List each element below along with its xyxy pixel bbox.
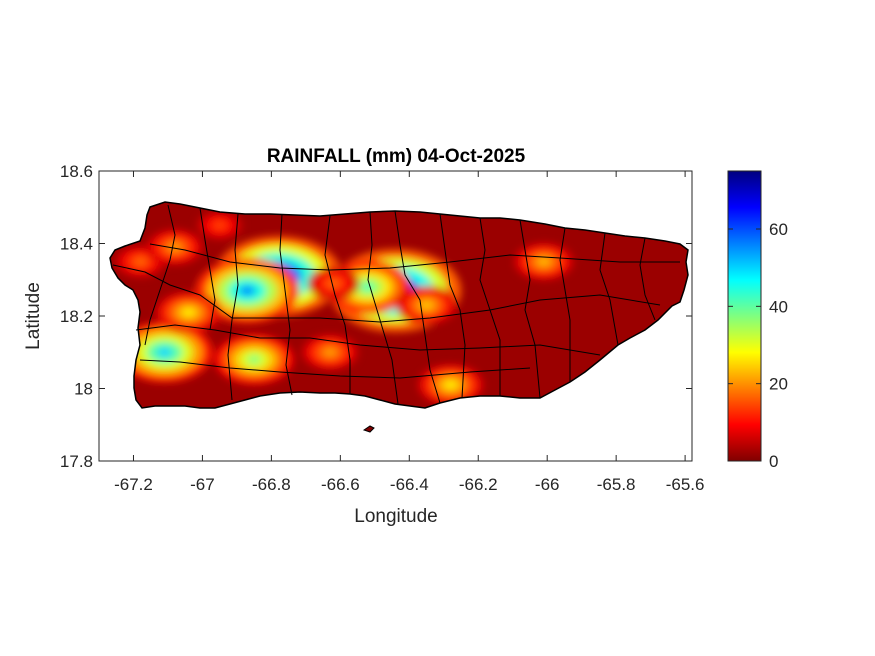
x-tick-label: -66.6 (321, 475, 360, 494)
rain-cell-14 (196, 210, 244, 241)
colorbar-tick-label: 60 (769, 220, 788, 239)
rain-cell-11 (513, 242, 574, 281)
y-axis-ticks: 17.8 18 18.2 18.4 18.6 (60, 162, 692, 471)
rain-cell-5 (307, 267, 359, 300)
colorbar-tick-label: 20 (769, 375, 788, 394)
y-tick-label: 18.6 (60, 162, 93, 181)
x-tick-label: -65.8 (597, 475, 636, 494)
rain-cell-1 (195, 258, 299, 324)
y-axis-label: Latitude (23, 282, 44, 350)
colorbar (727, 170, 762, 462)
y-tick-label: 18.4 (60, 235, 93, 254)
rain-cell-8 (214, 334, 294, 385)
x-tick-label: -66.4 (390, 475, 429, 494)
rain-cell-9 (301, 334, 359, 371)
y-tick-label: 18.2 (60, 307, 93, 326)
colorbar-tick-label: 40 (769, 297, 788, 316)
x-axis-ticks: -67.2 -67 -66.8 -66.6 -66.4 -66.2 -66 -65.8 -65.… (114, 171, 704, 494)
x-tick-label: -67 (190, 475, 215, 494)
rain-cells (114, 210, 574, 406)
x-tick-label: -65.6 (666, 475, 705, 494)
x-tick-label: -66.8 (252, 475, 291, 494)
municipality-boundaries (112, 204, 680, 405)
colorbar-tick-label: 0 (769, 452, 778, 471)
x-tick-label: -66 (535, 475, 560, 494)
caja-de-muertos-island (362, 425, 375, 433)
y-tick-label: 18 (74, 380, 93, 399)
x-tick-label: -66.2 (459, 475, 498, 494)
y-tick-label: 17.8 (60, 452, 93, 471)
chart-title: RAINFALL (mm) 04-Oct-2025 (267, 146, 526, 167)
rain-cell-7 (156, 291, 222, 333)
colorbar-ticks: 0 20 40 60 (728, 220, 788, 471)
rain-cell-13 (146, 229, 204, 265)
x-axis-label: Longitude (354, 506, 437, 527)
x-tick-label: -67.2 (114, 475, 153, 494)
